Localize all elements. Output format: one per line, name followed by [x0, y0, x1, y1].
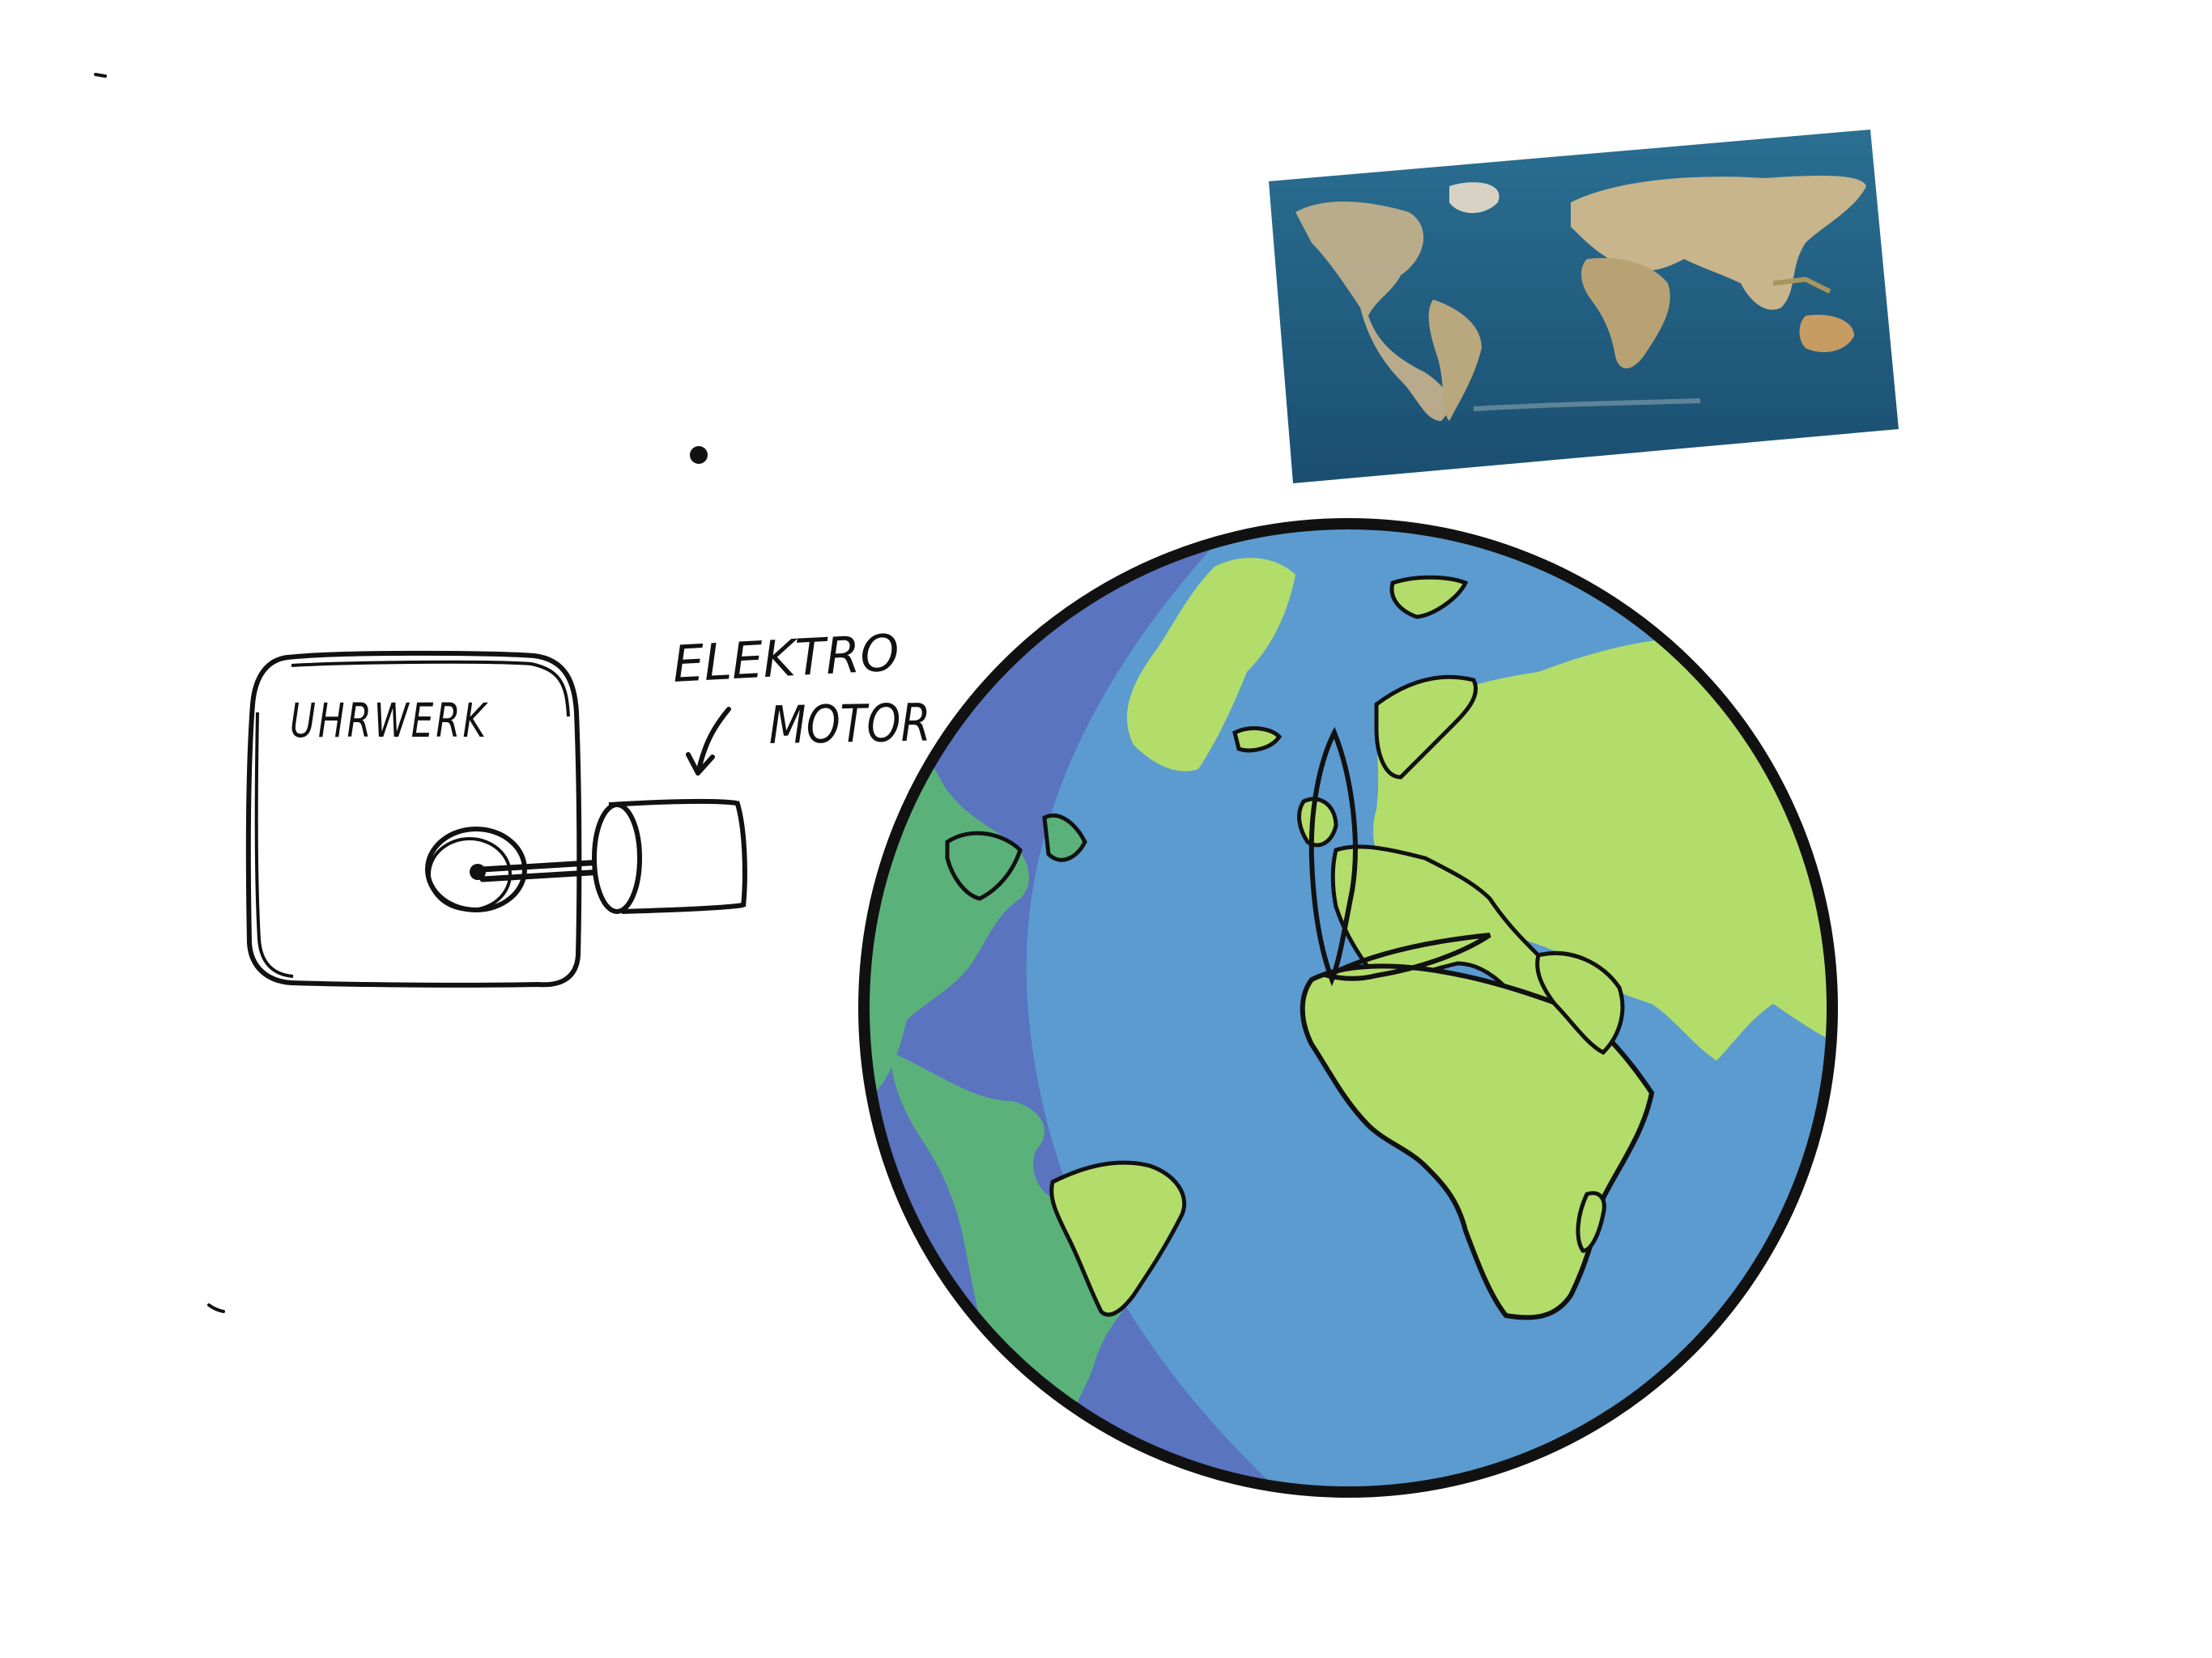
motor-label: MOTOR — [768, 694, 931, 756]
location-pin-horizontal — [1321, 933, 1491, 981]
elektro-label: ELEKTRO — [671, 623, 900, 694]
stray-mark-top-left — [94, 73, 107, 78]
globe-outline — [858, 518, 1838, 1498]
location-pin-vertical — [1308, 726, 1358, 987]
globe — [858, 518, 1838, 1498]
uhrwerk-label: UHRWERK — [290, 693, 488, 748]
electric-motor — [592, 798, 747, 914]
pointer-arrow — [686, 707, 731, 776]
world-map-photo — [1269, 130, 1899, 483]
stray-mark-bottom-left — [207, 1303, 225, 1313]
stray-dot — [690, 446, 708, 464]
